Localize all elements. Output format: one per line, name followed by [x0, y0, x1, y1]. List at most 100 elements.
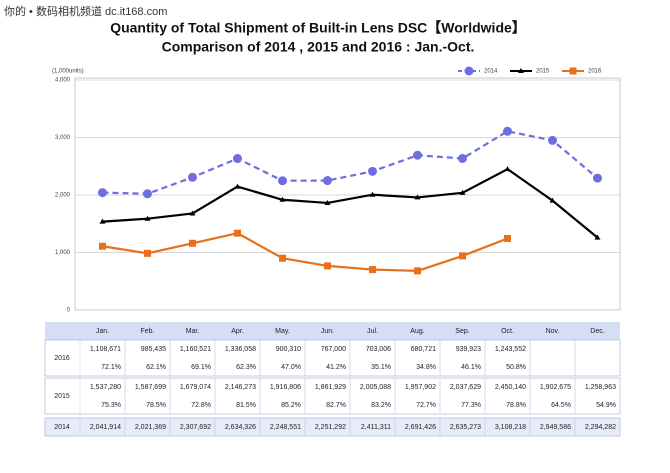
value-label: 1,679,074 — [180, 384, 211, 391]
value-label: 2,411,311 — [361, 424, 391, 431]
y-tick-label: 4,000 — [55, 78, 71, 84]
x-tick-label: Oct. — [501, 328, 514, 335]
value-label: 2,307,692 — [180, 424, 211, 431]
point — [369, 191, 376, 197]
chart-title: Quantity of Total Shipment of Built-in L… — [110, 20, 526, 36]
value-label: 1,258,963 — [585, 384, 616, 391]
point — [413, 150, 422, 160]
point — [279, 196, 286, 202]
value-label: 1,243,552 — [495, 346, 526, 353]
yoy-label: 81.5% — [236, 402, 256, 409]
point — [278, 176, 287, 186]
value-label: 1,861,929 — [315, 384, 346, 391]
x-tick-label: Dec. — [590, 328, 604, 335]
yoy-label: 62.3% — [236, 364, 256, 371]
yoy-label: 75.3% — [101, 402, 121, 409]
point — [144, 215, 151, 221]
point — [234, 183, 241, 189]
point — [143, 189, 152, 199]
x-tick-label: May. — [275, 328, 290, 335]
value-label: 680,721 — [411, 346, 436, 353]
point — [188, 172, 197, 182]
yoy-label: 85.2% — [281, 402, 301, 409]
value-label: 1,902,675 — [540, 384, 571, 391]
point — [459, 252, 466, 260]
value-label: 2,294,282 — [585, 424, 616, 431]
table-cell — [574, 377, 621, 415]
yoy-label: 47.0% — [281, 364, 301, 371]
legend-label: 2016 — [588, 69, 602, 75]
legend-label: 2014 — [484, 69, 498, 75]
point — [323, 176, 332, 186]
value-label: 2,949,586 — [540, 424, 571, 431]
plot-frame — [74, 77, 621, 311]
point — [593, 173, 602, 183]
point — [414, 267, 421, 275]
row-label: 2014 — [54, 424, 70, 431]
value-label: 3,108,218 — [495, 424, 526, 431]
table-cell — [574, 417, 621, 437]
point — [504, 234, 511, 242]
value-label: 900,310 — [276, 346, 301, 353]
point — [549, 197, 556, 203]
x-tick-label: Sep. — [455, 328, 469, 335]
value-label: 1,916,806 — [270, 384, 301, 391]
value-label: 2,005,088 — [360, 384, 391, 391]
legend-marker — [464, 66, 474, 76]
series-line — [102, 130, 599, 195]
value-label: 1,336,058 — [225, 346, 256, 353]
point — [324, 199, 331, 205]
row-label: 2016 — [54, 355, 70, 362]
x-tick-label: Nov. — [546, 328, 560, 335]
x-tick-label: Jun. — [321, 328, 334, 335]
x-tick-label: Jan. — [96, 328, 109, 335]
value-label: 767,000 — [321, 346, 346, 353]
yoy-label: 50.8% — [506, 364, 526, 371]
point — [144, 249, 151, 257]
value-label: 2,691,426 — [405, 424, 436, 431]
watermark: 你的 • 数码相机频道 dc.it168.com — [4, 4, 167, 18]
value-label: 2,248,551 — [270, 424, 301, 431]
yoy-label: 83.2% — [371, 402, 391, 409]
y-tick-label: 3,000 — [55, 135, 71, 141]
yoy-label: 62.1% — [146, 364, 166, 371]
y-tick-label: 1,000 — [55, 250, 71, 256]
x-tick-label: Jul. — [367, 328, 378, 335]
value-label: 2,450,140 — [495, 384, 526, 391]
x-tick-label: Feb. — [140, 328, 154, 335]
x-tick-label: Aug. — [410, 328, 424, 335]
yoy-label: 72.8% — [191, 402, 211, 409]
row-label: 2015 — [54, 393, 70, 400]
y-axis-label: (1,000units) — [52, 69, 84, 75]
yoy-label: 64.5% — [551, 402, 571, 409]
yoy-label: 72.1% — [101, 364, 121, 371]
table-cell — [574, 339, 621, 377]
value-label: 1,108,671 — [90, 346, 121, 353]
value-label: 2,146,273 — [225, 384, 256, 391]
value-label: 2,021,369 — [135, 424, 166, 431]
point — [189, 210, 196, 216]
value-label: 1,537,280 — [90, 384, 121, 391]
table-row-bg — [44, 339, 621, 377]
yoy-label: 69.1% — [191, 364, 211, 371]
yoy-label: 34.8% — [416, 364, 436, 371]
point — [369, 266, 376, 274]
point — [279, 254, 286, 262]
yoy-label: 41.2% — [326, 364, 346, 371]
point — [459, 189, 466, 195]
value-label: 985,435 — [141, 346, 166, 353]
point — [189, 239, 196, 247]
table-header-bg — [45, 322, 620, 340]
point — [99, 242, 106, 250]
point — [324, 262, 331, 270]
value-label: 2,251,292 — [315, 424, 346, 431]
point — [234, 229, 241, 237]
value-label: 703,006 — [366, 346, 391, 353]
point — [594, 234, 601, 240]
yoy-label: 46.1% — [461, 364, 481, 371]
y-tick-label: 0 — [67, 308, 71, 314]
point — [503, 126, 512, 136]
value-label: 1,587,699 — [135, 384, 166, 391]
yoy-label: 72.7% — [416, 402, 436, 409]
